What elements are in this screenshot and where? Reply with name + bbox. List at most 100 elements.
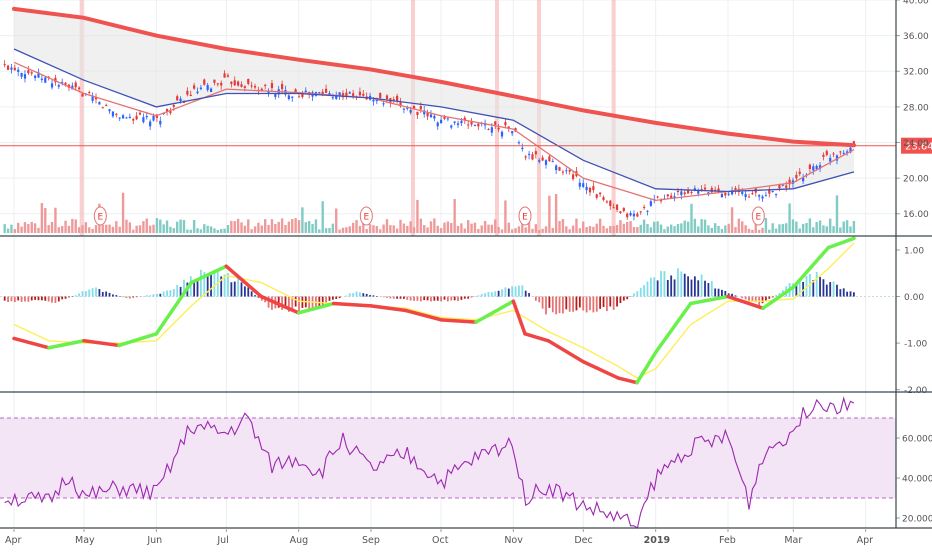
macd-histogram-bar-116	[396, 297, 398, 299]
candle-body	[78, 88, 80, 90]
macd-tick-label-1: -1.00	[904, 340, 928, 350]
macd-line-segment-15	[525, 334, 548, 341]
candle-body	[393, 99, 395, 100]
candle-body	[146, 116, 148, 117]
macd-histogram-bar-10	[38, 297, 40, 301]
macd-histogram-bar-18	[65, 297, 67, 299]
price-tick-label-5: 36.00	[903, 32, 929, 42]
candle-body	[741, 192, 743, 194]
volume-bar-151	[514, 228, 516, 233]
macd-histogram-bar-58	[200, 270, 202, 297]
candle-168	[572, 172, 574, 181]
macd-histogram-bar-61	[210, 274, 212, 296]
volume-bar-183	[623, 224, 625, 233]
candle-body	[129, 117, 131, 118]
candle-118	[403, 108, 405, 114]
macd-histogram-bar-251	[853, 292, 855, 296]
candle-body	[4, 64, 6, 65]
candle-34	[119, 117, 121, 121]
volume-bar-195	[663, 229, 665, 233]
macd-histogram-bar-28	[99, 289, 101, 297]
price-tick-label-3: 28.00	[903, 103, 929, 113]
volume-bar-24	[85, 222, 87, 233]
macd-histogram-bar-21	[75, 295, 77, 296]
candle-body	[105, 105, 107, 106]
candle-190	[646, 210, 648, 215]
macd-histogram-bar-123	[420, 297, 422, 302]
macd-histogram-bar-191	[650, 278, 652, 297]
macd-histogram-bar-130	[444, 297, 446, 300]
volume-bar-201	[684, 221, 686, 233]
candle-body	[501, 132, 503, 137]
candle-body	[538, 160, 540, 162]
candle-154	[525, 155, 527, 160]
earnings-marker-label-1: E	[363, 213, 369, 223]
macd-histogram-bar-129	[440, 297, 442, 302]
volume-bar-171	[582, 222, 584, 233]
volume-bar-103	[352, 223, 354, 233]
volume-bar-13	[47, 225, 49, 233]
candle-147	[501, 130, 503, 138]
candle-body	[102, 107, 104, 108]
candle-128	[437, 121, 439, 130]
volume-bar-86	[294, 218, 296, 233]
candle-26	[92, 92, 94, 103]
macd-histogram-bar-249	[846, 292, 848, 297]
volume-bar-113	[386, 219, 388, 233]
volume-bar-193	[656, 221, 658, 233]
volume-bar-243	[826, 226, 828, 233]
macd-histogram-bar-110	[376, 296, 378, 297]
macd-histogram-bar-159	[542, 297, 544, 309]
volume-bar-34	[119, 227, 121, 233]
macd-histogram-bar-43	[149, 295, 151, 296]
candle-164	[558, 167, 560, 171]
volume-bar-83	[284, 225, 286, 233]
volume-bar-133	[453, 199, 455, 233]
candle-166	[565, 167, 567, 174]
candle-body	[122, 115, 124, 118]
candle-body	[619, 211, 621, 213]
volume-bar-116	[396, 228, 398, 233]
candle-body	[555, 165, 557, 170]
macd-histogram-bar-103	[352, 293, 354, 297]
volume-bar-65	[223, 229, 225, 233]
volume-bar-130	[443, 223, 445, 233]
volume-bar-77	[264, 219, 266, 233]
candle-213	[724, 193, 726, 199]
candle-225	[765, 192, 767, 197]
time-tick-label-4: Aug	[290, 535, 309, 546]
volume-bar-225	[765, 218, 767, 233]
macd-histogram-bar-120	[410, 297, 412, 301]
candle-185	[629, 211, 631, 217]
volume-bar-39	[135, 226, 137, 233]
volume-bar-1	[7, 229, 9, 233]
macd-histogram-bar-186	[633, 293, 635, 296]
volume-bar-220	[748, 229, 750, 233]
candle-body	[748, 197, 750, 198]
volume-bar-10	[37, 228, 39, 233]
volume-bar-210	[714, 223, 716, 233]
volume-bar-101	[345, 227, 347, 233]
macd-histogram-bar-228	[775, 295, 777, 296]
macd-histogram-bar-142	[484, 293, 486, 296]
candle-body	[264, 85, 266, 86]
volume-bar-167	[568, 229, 570, 233]
macd-histogram-bar-122	[417, 297, 419, 301]
candle-body	[728, 194, 730, 195]
macd-histogram-bar-82	[281, 297, 283, 310]
candle-0	[4, 60, 6, 67]
candle-43	[149, 119, 151, 130]
candle-body	[271, 83, 273, 88]
candle-9	[34, 75, 36, 81]
macd-histogram-bar-147	[501, 289, 503, 296]
macd-histogram-bar-70	[241, 282, 243, 296]
candle-body	[562, 172, 564, 173]
candle-body	[180, 99, 182, 101]
macd-histogram-bar-165	[562, 297, 564, 314]
candle-159	[542, 155, 544, 161]
candle-body	[494, 121, 496, 125]
volume-bar-165	[562, 219, 564, 233]
volume-bar-189	[643, 220, 645, 233]
candle-219	[745, 191, 747, 200]
volume-bar-166	[565, 226, 567, 233]
